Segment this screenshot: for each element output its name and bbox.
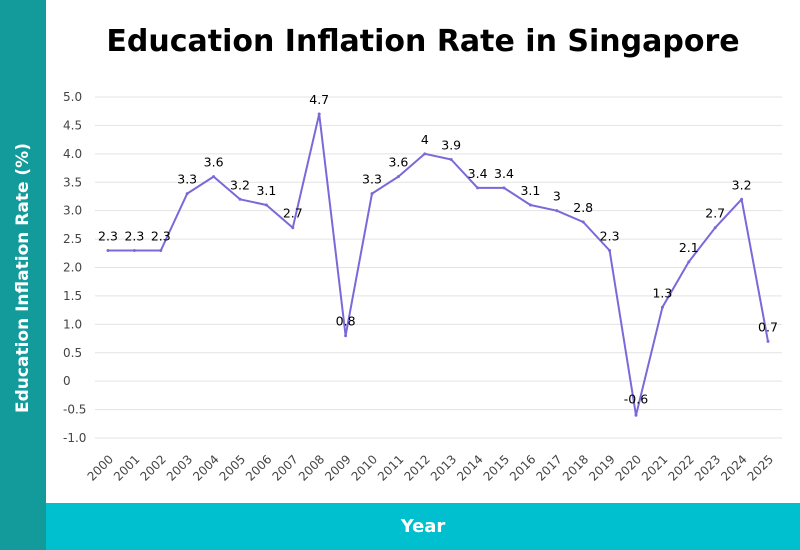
data-label: 2.7 <box>283 206 303 221</box>
x-axis-title: Year <box>400 516 446 537</box>
y-tick-label: 4.5 <box>63 118 82 132</box>
data-point <box>370 192 374 196</box>
data-label: 2.3 <box>600 228 620 243</box>
data-point <box>660 305 664 309</box>
x-tick-label: 2021 <box>639 452 670 483</box>
data-point <box>687 260 691 264</box>
x-tick-label: 2009 <box>322 452 353 483</box>
x-tick-label: 2010 <box>349 452 380 483</box>
data-label: 2.7 <box>705 206 725 221</box>
x-tick-label: 2005 <box>217 452 248 483</box>
y-tick-label: 1.5 <box>63 289 82 303</box>
y-tick-label: 0.5 <box>63 346 82 360</box>
data-label: 3.6 <box>204 155 224 170</box>
data-point <box>766 339 770 343</box>
y-tick-label: 3.5 <box>63 175 82 189</box>
x-tick-label: 2018 <box>560 452 591 483</box>
data-label: 0.8 <box>336 314 356 329</box>
data-point <box>634 413 638 417</box>
data-label: 3.2 <box>732 177 752 192</box>
y-tick-label: -0.5 <box>63 403 86 417</box>
data-point <box>581 220 585 224</box>
data-label: 2.3 <box>124 228 144 243</box>
data-label: 3.6 <box>388 155 408 170</box>
y-tick-label: 2.0 <box>63 261 82 275</box>
x-tick-label: 2007 <box>269 452 300 483</box>
x-tick-label: 2006 <box>243 452 274 483</box>
data-label: 2.3 <box>98 228 118 243</box>
x-tick-label: 2003 <box>164 452 195 483</box>
data-point <box>264 203 268 207</box>
x-tick-label: 2001 <box>111 452 142 483</box>
left-band: Education Inflation Rate (%) <box>0 0 46 550</box>
y-tick-label: 5.0 <box>63 90 82 104</box>
data-point <box>344 334 348 338</box>
data-label: 0.7 <box>758 319 778 334</box>
x-tick-label: 2004 <box>190 452 221 483</box>
data-label: 3.2 <box>230 177 250 192</box>
x-tick-label: 2019 <box>586 452 617 483</box>
series-line <box>108 113 769 417</box>
x-tick-label: 2017 <box>533 452 564 483</box>
data-label: -0.6 <box>624 391 648 406</box>
data-point <box>423 152 427 156</box>
data-point <box>449 158 453 162</box>
data-point <box>212 175 216 179</box>
x-tick-label: 2013 <box>428 452 459 483</box>
x-tick-label: 2025 <box>745 452 776 483</box>
data-point <box>528 203 532 207</box>
data-point <box>291 226 295 230</box>
data-point <box>132 248 136 252</box>
data-label: 3.4 <box>468 166 488 181</box>
x-tick-label: 2023 <box>692 452 723 483</box>
x-tick-label: 2020 <box>613 452 644 483</box>
data-label: 3.1 <box>520 183 540 198</box>
data-point <box>238 197 242 201</box>
data-label: 1.3 <box>652 285 672 300</box>
x-tick-label: 2024 <box>718 452 749 483</box>
data-label: 4 <box>421 132 429 147</box>
data-label: 3.3 <box>177 172 197 187</box>
y-tick-label: 1.0 <box>63 317 82 331</box>
data-label: 3 <box>553 189 561 204</box>
y-tick-label: 4.0 <box>63 147 82 161</box>
data-point <box>713 226 717 230</box>
x-tick-label: 2008 <box>296 452 327 483</box>
x-tick-label: 2012 <box>401 452 432 483</box>
x-tick-label: 2022 <box>665 452 696 483</box>
x-tick-label: 2002 <box>137 452 168 483</box>
x-tick-label: 2000 <box>85 452 116 483</box>
x-tick-label: 2014 <box>454 452 485 483</box>
data-point <box>185 192 189 196</box>
data-point <box>608 248 612 252</box>
x-tick-label: 2011 <box>375 452 406 483</box>
data-point <box>740 197 744 201</box>
data-point <box>159 248 163 252</box>
data-label: 3.1 <box>256 183 276 198</box>
data-point <box>396 175 400 179</box>
data-point <box>476 186 480 190</box>
data-point <box>555 209 559 213</box>
data-label: 2.8 <box>573 200 593 215</box>
y-tick-label: -1.0 <box>63 431 86 445</box>
x-tick-label: 2016 <box>507 452 538 483</box>
bottom-band: Year <box>46 503 800 550</box>
data-label: 3.9 <box>441 138 461 153</box>
data-point <box>317 112 321 116</box>
y-tick-label: 2.5 <box>63 232 82 246</box>
chart-title: Education Inflation Rate in Singapore <box>106 24 740 59</box>
data-label: 3.3 <box>362 172 382 187</box>
data-label: 3.4 <box>494 166 514 181</box>
data-label: 2.1 <box>679 240 699 255</box>
y-tick-label: 3.0 <box>63 204 82 218</box>
data-label: 2.3 <box>151 228 171 243</box>
data-point <box>106 248 110 252</box>
data-label: 4.7 <box>309 92 329 107</box>
data-point <box>502 186 506 190</box>
y-tick-label: 0 <box>63 374 71 388</box>
x-tick-label: 2015 <box>481 452 512 483</box>
